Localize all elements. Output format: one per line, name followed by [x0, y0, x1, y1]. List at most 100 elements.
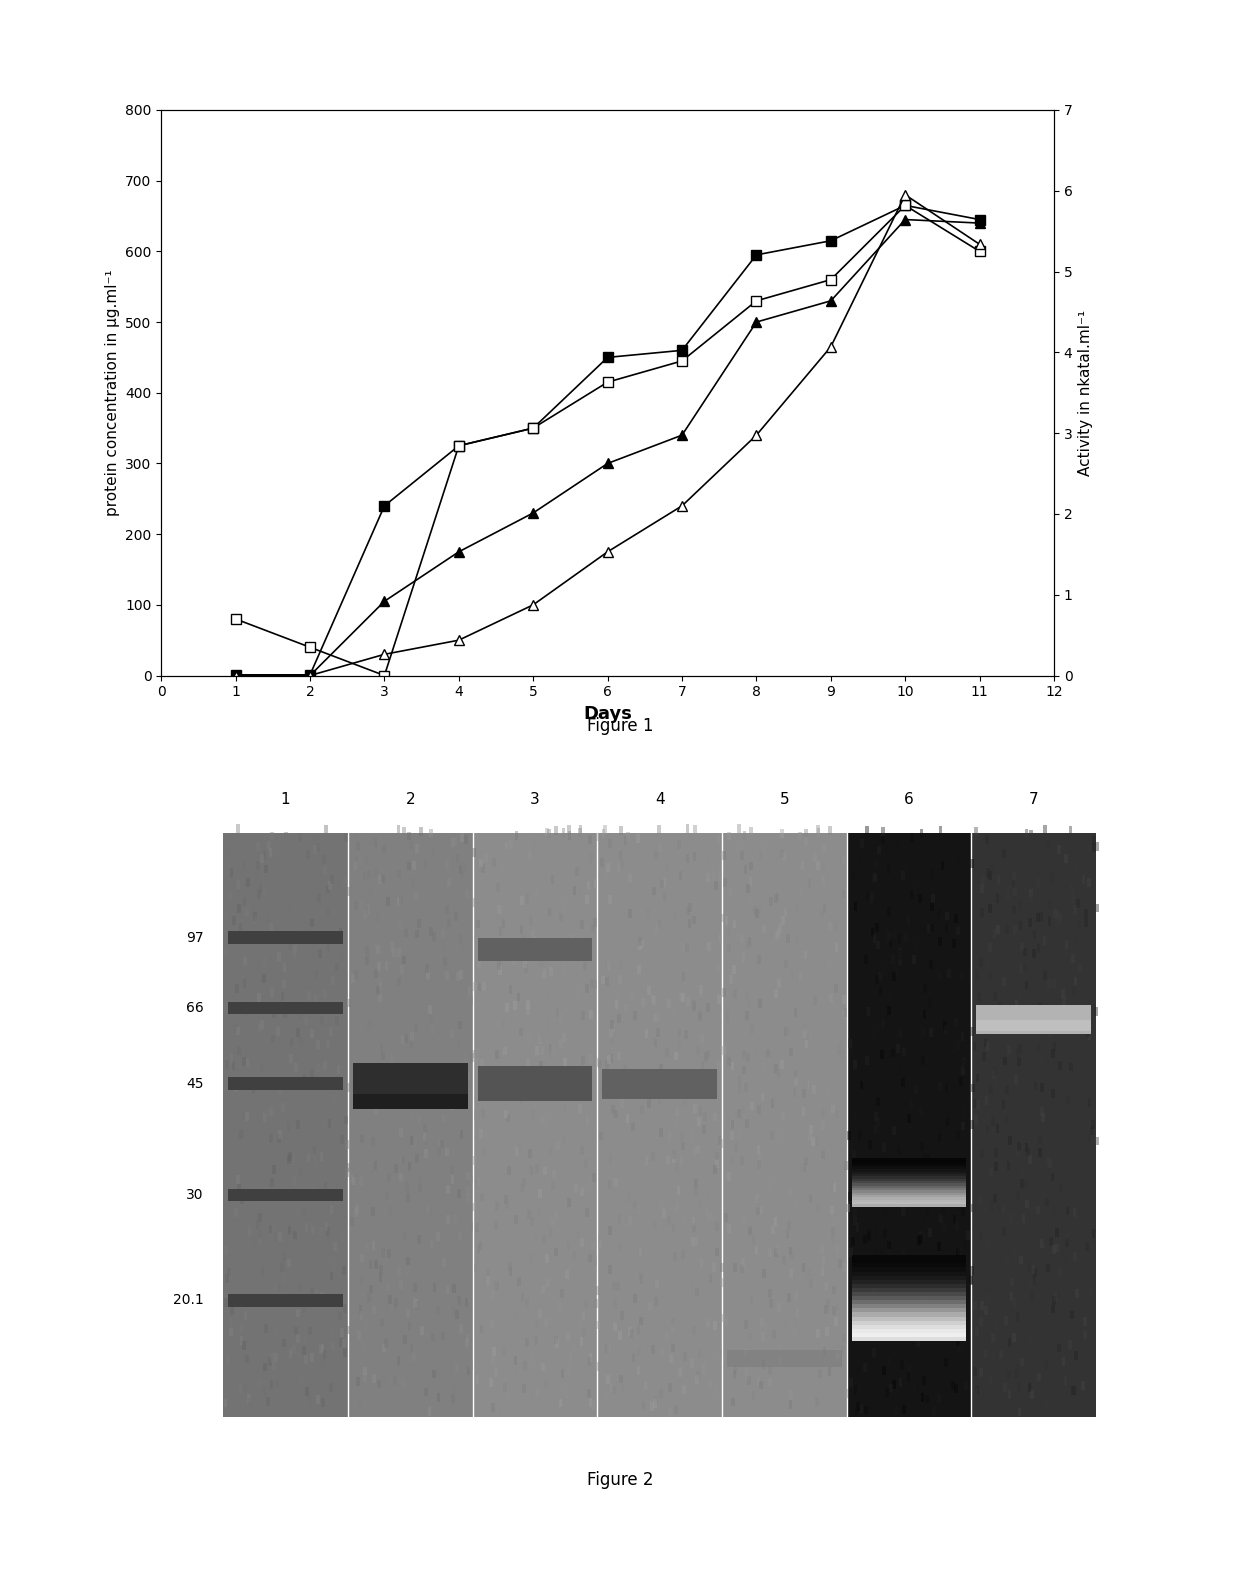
Bar	[653, 1298, 657, 1306]
Bar	[353, 1064, 467, 1104]
Bar	[588, 892, 591, 900]
Bar	[1095, 903, 1100, 913]
Bar	[248, 1398, 252, 1406]
Bar	[647, 1100, 651, 1108]
Bar	[485, 1131, 489, 1139]
Bar	[1084, 917, 1087, 927]
Bar	[435, 851, 439, 861]
Bar	[320, 1295, 324, 1304]
Bar	[1008, 1390, 1012, 1398]
Bar	[459, 866, 463, 873]
Bar	[789, 1390, 792, 1398]
Bar	[1039, 913, 1043, 921]
Bar	[822, 877, 826, 886]
Bar	[401, 933, 404, 943]
Bar	[878, 972, 882, 980]
Bar	[777, 1064, 781, 1073]
Bar	[582, 1012, 585, 1020]
Bar	[645, 1156, 649, 1166]
Bar	[458, 1232, 461, 1241]
Bar	[588, 1178, 591, 1186]
Bar	[653, 1086, 657, 1095]
Bar	[575, 867, 579, 877]
Bar	[345, 1115, 348, 1125]
Bar	[629, 1327, 632, 1335]
Bar	[1095, 1136, 1099, 1145]
Bar	[686, 825, 689, 833]
Bar	[1065, 1207, 1069, 1216]
Bar	[363, 910, 367, 919]
Bar	[759, 851, 763, 859]
Bar	[373, 837, 377, 847]
Bar	[482, 1147, 486, 1156]
Bar	[320, 1329, 324, 1338]
Bar	[1043, 971, 1047, 980]
Bar	[988, 943, 992, 952]
Bar	[696, 1370, 699, 1379]
Bar	[781, 1111, 785, 1120]
Bar	[283, 1009, 286, 1018]
Bar	[546, 1254, 549, 1263]
Bar	[1053, 1205, 1056, 1214]
Bar	[547, 829, 551, 837]
Bar	[784, 1027, 787, 1037]
Bar	[835, 943, 838, 952]
Bar	[580, 1188, 584, 1196]
Bar	[471, 1202, 475, 1211]
Bar	[552, 1046, 556, 1054]
Bar	[556, 1338, 559, 1348]
Bar	[887, 1241, 890, 1249]
Bar	[841, 1219, 844, 1227]
Bar	[675, 1163, 678, 1172]
Bar	[863, 1364, 867, 1371]
Bar	[848, 1192, 852, 1200]
Bar	[501, 965, 505, 974]
Bar	[500, 905, 503, 914]
Bar	[351, 1218, 355, 1227]
Bar	[954, 1266, 957, 1276]
Bar	[810, 1360, 813, 1370]
Bar	[407, 1309, 410, 1318]
Bar	[459, 1324, 463, 1332]
Bar	[584, 1299, 588, 1309]
Bar	[805, 836, 808, 845]
Bar	[807, 1133, 812, 1141]
Bar	[402, 826, 407, 836]
Bar	[708, 1379, 712, 1389]
Bar	[986, 957, 990, 966]
Bar	[900, 1262, 904, 1271]
Bar	[450, 1175, 454, 1185]
Bar	[1050, 1172, 1054, 1181]
Bar	[335, 886, 339, 895]
Bar	[1054, 1293, 1058, 1301]
Bar	[699, 990, 703, 998]
Bar	[852, 1291, 966, 1301]
Bar	[283, 963, 286, 972]
Bar	[751, 1235, 755, 1244]
Bar	[661, 1349, 665, 1357]
Bar	[264, 877, 268, 886]
Bar	[956, 1249, 960, 1257]
Bar	[278, 1134, 281, 1142]
Bar	[1016, 1150, 1019, 1158]
Bar	[637, 1207, 641, 1214]
Bar	[1029, 889, 1033, 897]
Bar	[393, 1306, 397, 1313]
Bar	[823, 1007, 827, 1016]
Bar	[740, 935, 744, 944]
Bar	[859, 1081, 863, 1089]
Bar	[454, 913, 458, 921]
Bar	[686, 906, 689, 916]
Bar	[460, 833, 464, 842]
Bar	[486, 1268, 490, 1277]
Bar	[670, 1354, 673, 1362]
Bar	[286, 1122, 290, 1131]
Bar	[345, 1167, 348, 1177]
Bar	[398, 1067, 402, 1075]
Bar	[614, 1109, 618, 1119]
Bar	[232, 1060, 236, 1070]
Bar	[692, 1224, 696, 1232]
Bar	[1002, 1404, 1006, 1414]
Bar	[965, 1381, 968, 1390]
Bar	[1006, 1254, 1009, 1263]
